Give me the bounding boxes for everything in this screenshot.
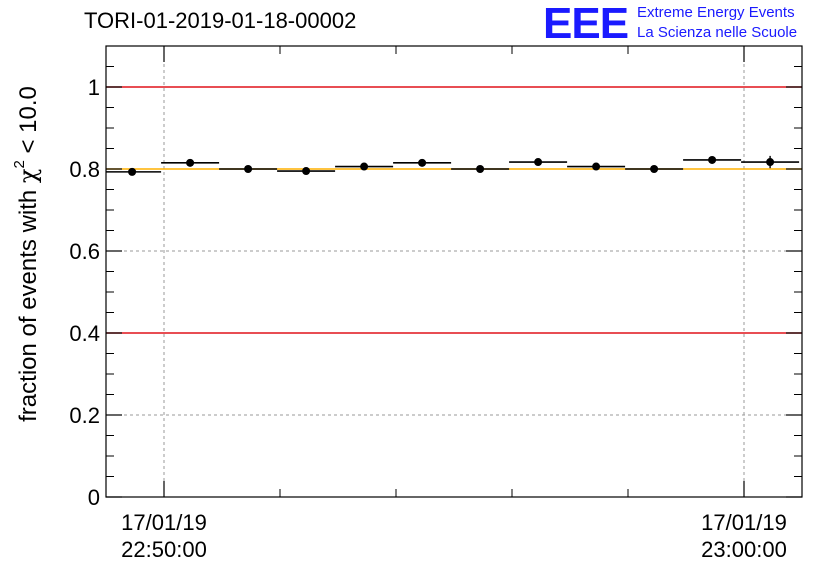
data-point xyxy=(244,165,253,173)
data-point xyxy=(186,158,195,167)
eee-logo: EEE xyxy=(543,0,629,48)
y-tick-label: 0.8 xyxy=(69,157,100,182)
y-tick-label: 0.6 xyxy=(69,239,100,264)
data-point xyxy=(766,158,775,167)
y-label-prefix: fraction of events with xyxy=(15,183,42,422)
y-axis-label: fraction of events with χ2 < 10.0 xyxy=(11,86,42,422)
x-tick-date-label: 17/01/19 xyxy=(121,510,207,535)
chart-title: TORI-01-2019-01-18-00002 xyxy=(84,8,357,33)
y-tick-label: 0.2 xyxy=(69,403,100,428)
grid-layer xyxy=(106,46,802,497)
logo-caption-line2: La Scienza nelle Scuole xyxy=(637,24,798,41)
data-point xyxy=(302,167,311,176)
x-tick-time-label: 23:00:00 xyxy=(701,537,787,562)
y-tick-label: 0 xyxy=(88,485,100,510)
data-point xyxy=(128,167,137,176)
svg-text:fraction of events with χ2 < 1: fraction of events with χ2 < 10.0 xyxy=(11,86,42,422)
x-tick-date-label: 17/01/19 xyxy=(701,510,787,535)
x-tick-time-label: 22:50:00 xyxy=(121,537,207,562)
data-point xyxy=(534,158,543,167)
data-point xyxy=(476,165,485,173)
data-point xyxy=(360,162,369,171)
data-point xyxy=(418,158,427,167)
plot-frame xyxy=(105,45,803,498)
axes: 00.20.40.60.8117/01/1922:50:0017/01/1923… xyxy=(69,45,803,562)
y-tick-label: 0.4 xyxy=(69,321,100,346)
data-point xyxy=(650,165,659,173)
y-label-symbol: χ xyxy=(14,168,42,183)
data-points xyxy=(106,155,800,176)
data-point xyxy=(708,155,717,164)
data-point xyxy=(592,162,601,171)
logo-caption-line1: Extreme Energy Events xyxy=(637,4,795,21)
y-label-exponent: 2 xyxy=(11,160,28,168)
threshold-lines xyxy=(106,86,802,334)
y-label-suffix: < 10.0 xyxy=(15,86,42,160)
y-tick-label: 1 xyxy=(88,75,100,100)
